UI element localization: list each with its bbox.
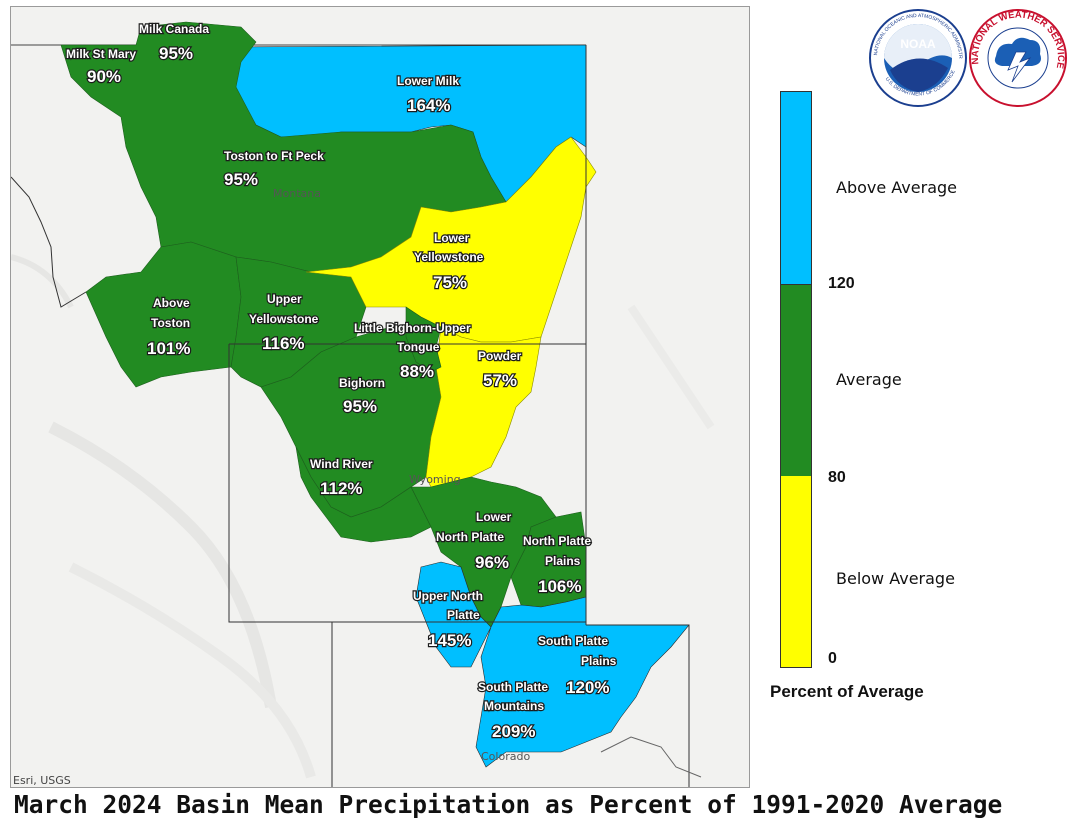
label-south-platte-plains-pct: 120% [566,678,609,697]
label-lower-north-platte-line1: Lower [476,510,512,524]
legend-tick-120: 120 [828,275,855,292]
basin-wind-river[interactable] [295,446,432,543]
state-label-wyoming: Wyoming [409,473,461,486]
label-lower-north-platte-pct: 96% [475,553,509,572]
label-upper-yellowstone-pct: 116% [262,334,305,353]
label-little-bighorn-line2: Tongue [397,340,440,354]
legend-color-bar [780,91,812,668]
label-lower-yellowstone-line1: Lower [434,231,470,245]
label-toston-name: Toston to Ft Peck [224,149,324,163]
basin-map: Montana Wyoming Colorado Milk Canada 95%… [11,7,749,787]
legend-label-above: Above Average [836,178,957,197]
label-milk-st-mary-name: Milk St Mary [66,47,136,61]
label-south-platte-plains-line2: Plains [581,654,617,668]
state-label-montana: Montana [273,187,321,200]
label-above-toston-pct: 101% [147,339,190,358]
label-south-platte-mountains-line1: South Platte [478,680,548,694]
label-south-platte-plains-line1: South Platte [538,634,608,648]
label-north-platte-plains-line1: North Platte [523,534,591,548]
label-little-bighorn-line1: Little Bighorn-Upper [354,321,471,335]
label-lower-milk-name: Lower Milk [397,74,459,88]
page-caption: March 2024 Basin Mean Precipitation as P… [14,790,1003,819]
map-frame: Montana Wyoming Colorado Milk Canada 95%… [10,6,750,788]
label-upper-north-platte-pct: 145% [428,631,471,650]
label-milk-st-mary-pct: 90% [87,67,121,86]
label-above-toston-line1: Above [153,296,190,310]
label-wind-river-name: Wind River [310,457,373,471]
map-attribution: Esri, USGS [13,774,71,787]
label-lower-yellowstone-line2: Yellowstone [414,250,484,264]
state-borders [228,45,702,787]
legend-title: Percent of Average [770,682,924,701]
label-toston-pct: 95% [224,170,258,189]
basin-labels: Milk Canada 95% Milk St Mary 90% Lower M… [65,21,618,742]
state-label-colorado: Colorado [481,750,530,763]
legend-label-below: Below Average [836,569,955,588]
label-little-bighorn-pct: 88% [400,362,434,381]
legend-tick-80: 80 [828,469,846,486]
label-north-platte-plains-line2: Plains [545,554,581,568]
label-south-platte-mountains-line2: Mountains [484,699,544,713]
label-lower-milk-pct: 164% [407,96,450,115]
label-lower-north-platte-line2: North Platte [436,530,504,544]
label-milk-canada-name: Milk Canada [139,22,209,36]
legend-swatch-above [781,92,811,284]
noaa-logo: NOAA NATIONAL OCEANIC AND ATMOSPHERIC AD… [868,8,967,107]
label-lower-yellowstone-pct: 75% [433,273,467,292]
label-wind-river-pct: 112% [320,479,363,498]
label-bighorn-name: Bighorn [339,376,385,390]
label-upper-yellowstone-line1: Upper [267,292,302,306]
label-upper-north-platte-line2: Platte [447,608,480,622]
basin-powder[interactable] [425,326,542,488]
label-upper-north-platte-line1: Upper North [413,589,483,603]
legend-swatch-below [781,476,811,667]
basin-south-platte[interactable] [475,596,690,768]
label-powder-name: Powder [478,349,522,363]
label-north-platte-plains-pct: 106% [538,577,581,596]
montana-idaho-border [11,176,87,308]
basin-polygons [60,21,690,768]
label-milk-canada-pct: 95% [159,44,193,63]
legend-label-average: Average [836,370,902,389]
label-above-toston-line2: Toston [151,316,190,330]
label-powder-pct: 57% [483,371,517,390]
basin-little-bighorn-upper-tongue[interactable] [405,306,442,373]
legend-swatch-average [781,284,811,477]
noaa-text: NOAA [900,37,936,51]
nws-logo: NATIONAL WEATHER SERVICE [969,9,1067,107]
label-bighorn-pct: 95% [343,397,377,416]
legend-tick-0: 0 [828,650,837,667]
label-south-platte-mountains-pct: 209% [492,722,535,741]
agency-logos: NOAA NATIONAL OCEANIC AND ATMOSPHERIC AD… [868,8,1067,107]
label-upper-yellowstone-line2: Yellowstone [249,312,319,326]
